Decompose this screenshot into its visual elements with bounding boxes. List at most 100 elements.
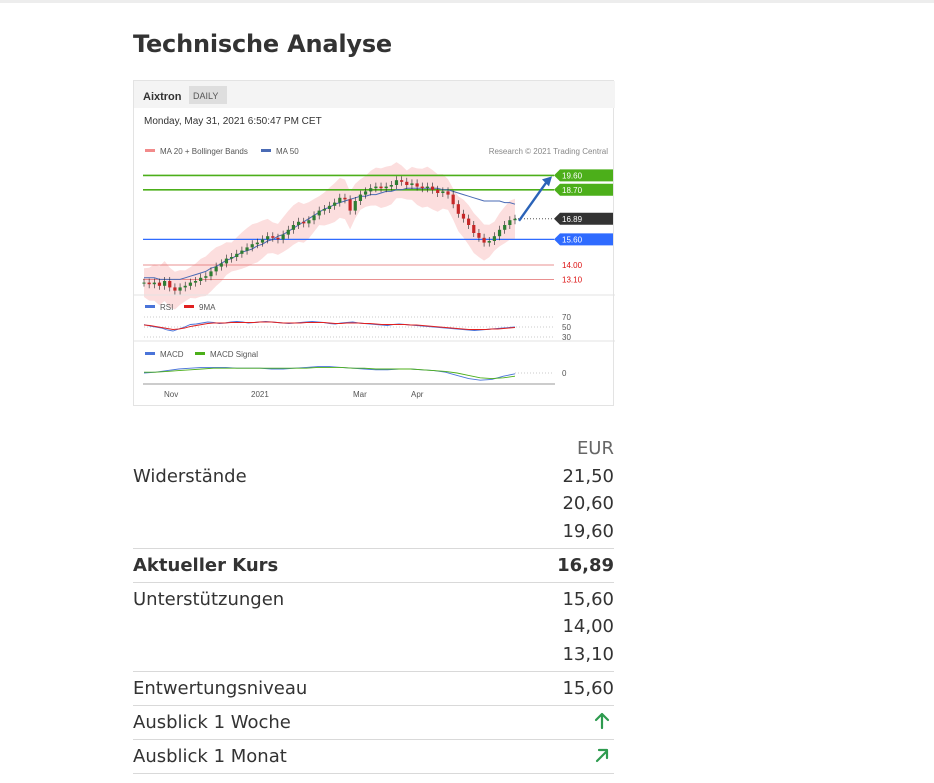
- candle-body: [379, 186, 383, 189]
- candle-body: [497, 229, 502, 237]
- candle-body: [235, 253, 239, 257]
- candle-body: [142, 282, 146, 284]
- candle-body: [400, 180, 404, 182]
- macd-line: [143, 366, 516, 381]
- chart-instrument: Aixtron: [143, 91, 182, 103]
- candle-body: [276, 237, 280, 240]
- table-divider: [133, 705, 614, 706]
- candle-body: [482, 237, 486, 243]
- resistance-value: 20,60: [562, 493, 614, 514]
- candle-body: [343, 197, 347, 200]
- legend-swatch-macd-signal: [195, 352, 205, 355]
- level-label-resistance: 19.60: [562, 171, 583, 180]
- candle-body: [302, 221, 306, 224]
- candle-body: [467, 218, 471, 225]
- candle-body: [358, 194, 363, 201]
- candle-body: [513, 218, 517, 221]
- support-value: 14,00: [562, 616, 614, 637]
- candle-body: [461, 213, 466, 219]
- candle-body: [255, 242, 259, 245]
- candle-body: [456, 204, 460, 214]
- price-panel: 19.60 18.70 16.89 15.60 14.00 13.10: [142, 162, 613, 310]
- candle-body: [178, 287, 182, 291]
- bollinger-band: [144, 162, 515, 310]
- currency-label: EUR: [576, 438, 614, 459]
- legend-bollinger: MA 20 + Bollinger Bands: [160, 147, 248, 156]
- candle-body: [219, 263, 223, 267]
- page-title: Technische Analyse: [133, 30, 393, 58]
- legend-swatch-bollinger: [145, 149, 155, 152]
- x-tick-mar: Mar: [353, 390, 367, 399]
- legend-macd: MACD: [160, 350, 184, 359]
- candle-body: [204, 276, 208, 278]
- candle-body: [291, 225, 296, 230]
- candle-body: [374, 186, 378, 189]
- legend-swatch-macd: [145, 352, 155, 355]
- support-value: 13,10: [562, 644, 614, 665]
- resistance-value: 19,60: [562, 521, 614, 542]
- candle-body: [441, 191, 445, 193]
- candle-body: [405, 181, 409, 185]
- candle-body: [425, 186, 430, 189]
- top-divider: [0, 0, 934, 3]
- candle-body: [430, 186, 435, 190]
- candle-body: [384, 186, 388, 189]
- chart-timestamp: Monday, May 31, 2021 6:50:47 PM CET: [144, 116, 322, 127]
- candle-body: [317, 210, 321, 216]
- candle-body: [420, 186, 424, 189]
- support-value: 15,60: [562, 589, 614, 610]
- candle-body: [214, 266, 218, 272]
- legend-swatch-rsi: [145, 305, 155, 308]
- candle-body: [394, 180, 399, 185]
- candle-body: [281, 234, 285, 240]
- invalidation-label: Entwertungsniveau: [133, 678, 308, 699]
- resistance-value: 21,50: [562, 466, 614, 487]
- candle-body: [348, 199, 352, 211]
- candle-body: [245, 247, 249, 251]
- candle-body: [296, 221, 301, 225]
- macd-panel: 0: [143, 366, 567, 381]
- outlook-week-label: Ausblick 1 Woche: [133, 712, 291, 733]
- candle-body: [250, 244, 254, 248]
- level-label-current-tag: [554, 212, 613, 225]
- candle-body: [446, 191, 450, 195]
- candle-body: [193, 281, 198, 283]
- candle-body: [147, 282, 151, 285]
- resistances-label: Widerstände: [133, 466, 247, 487]
- table-divider: [133, 548, 614, 549]
- chart-canvas: Aixtron DAILY Monday, May 31, 2021 6:50:…: [134, 81, 615, 399]
- candle-body: [477, 233, 481, 238]
- candle-body: [163, 281, 167, 286]
- candle-body: [157, 282, 162, 286]
- candle-body: [436, 189, 440, 193]
- candle-body: [415, 183, 419, 187]
- table-divider: [133, 773, 614, 774]
- level-label-resistance-tag: [554, 169, 613, 182]
- macd-tick: 0: [562, 369, 567, 378]
- x-tick-apr: Apr: [411, 390, 424, 399]
- candle-body: [492, 236, 496, 241]
- candle-body: [209, 271, 213, 277]
- x-tick-2021: 2021: [251, 390, 269, 399]
- candle-body: [312, 215, 316, 221]
- arrow-up-icon: [594, 712, 610, 735]
- rsi-tick: 50: [562, 323, 571, 332]
- candle-body: [508, 220, 512, 225]
- table-divider: [133, 671, 614, 672]
- legend-swatch-ma50: [261, 149, 271, 152]
- rsi9-line: [143, 321, 516, 330]
- chart-period-badge: [189, 86, 227, 104]
- candle-body: [333, 202, 337, 206]
- candle-body: [338, 197, 342, 203]
- chart-copyright: Research © 2021 Trading Central: [489, 147, 609, 156]
- invalidation-value: 15,60: [562, 678, 614, 699]
- candle-body: [322, 209, 326, 211]
- candle-body: [188, 282, 192, 286]
- current-price-label: Aktueller Kurs: [133, 555, 279, 576]
- candle-body: [224, 258, 229, 264]
- x-tick-nov: Nov: [164, 390, 178, 399]
- legend-rsi9: 9MA: [199, 303, 216, 312]
- candle-body: [260, 239, 265, 243]
- candle-body: [410, 183, 414, 185]
